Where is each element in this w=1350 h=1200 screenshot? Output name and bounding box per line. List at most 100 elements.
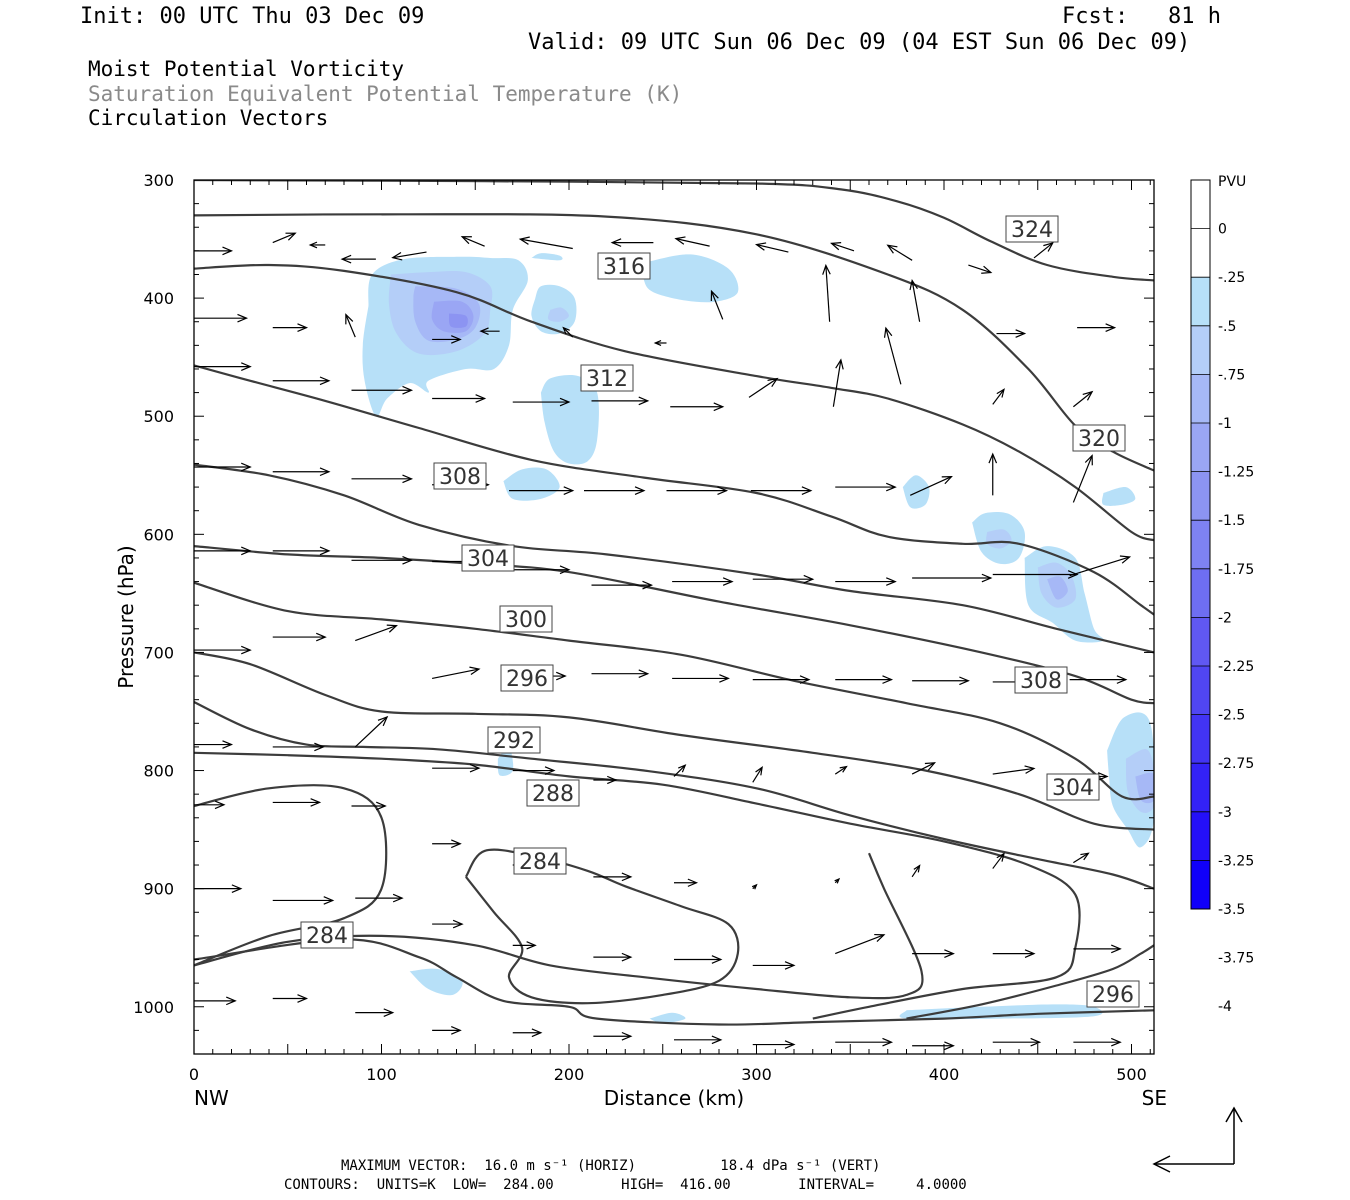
y-tick-label: 700 — [143, 643, 174, 662]
circulation-vector — [432, 839, 462, 849]
colorbar-title: PVU — [1218, 174, 1246, 190]
circulation-vector — [835, 577, 897, 586]
contour-label-text: 288 — [532, 782, 574, 807]
theta-es-contour — [194, 938, 1154, 1026]
circulation-vector — [460, 236, 485, 247]
colorbar-label: -2.5 — [1218, 708, 1245, 724]
circulation-vector — [194, 313, 249, 323]
circulation-vector-layer — [194, 232, 1132, 1051]
circulation-vector — [272, 376, 331, 386]
contour-label: 304 — [461, 544, 515, 572]
contour-label: 284 — [513, 847, 567, 875]
colorbar-box — [1191, 325, 1210, 375]
circulation-vector — [512, 397, 571, 407]
circulation-vector — [432, 394, 487, 403]
circulation-vector — [340, 254, 376, 264]
circulation-vector — [1072, 454, 1093, 503]
colorbar-label: -2.25 — [1218, 659, 1254, 675]
theta-es-contour — [194, 784, 388, 967]
theta-es-contour — [194, 545, 1154, 705]
colorbar-box — [1191, 277, 1210, 327]
contour-label-text: 304 — [467, 547, 509, 572]
colorbar-label: -3 — [1218, 805, 1232, 821]
contour-label: 300 — [499, 605, 553, 633]
contour-label-text: 296 — [506, 667, 548, 692]
pv-region — [899, 1004, 1103, 1020]
colorbar-box — [1191, 763, 1210, 813]
contour-label: 288 — [526, 779, 580, 807]
pv-region — [503, 467, 560, 501]
circulation-vector — [886, 244, 913, 261]
valid-time: Valid: 09 UTC Sun 06 Dec 09 (04 EST Sun … — [528, 30, 1191, 55]
contour-label-text: 308 — [439, 465, 481, 490]
circulation-vector — [968, 264, 993, 274]
colorbar-box — [1191, 180, 1210, 230]
y-tick-label: 300 — [143, 171, 174, 190]
circulation-vector — [912, 676, 970, 686]
theta-es-contour — [194, 701, 1154, 890]
circulation-vector — [509, 565, 571, 575]
theta-es-contour — [906, 944, 1154, 1020]
pv-region — [986, 529, 1012, 549]
contour-label-text: 300 — [505, 608, 547, 633]
colorbar-label: -1.75 — [1218, 562, 1254, 578]
colorbar-box — [1191, 568, 1210, 618]
y-tick-label: 1000 — [133, 998, 174, 1017]
theta-es-contour — [194, 364, 1154, 616]
circulation-vector — [512, 766, 556, 775]
contour-label-text: 308 — [1020, 669, 1062, 694]
reference-vector-legend — [1152, 1106, 1243, 1173]
circulation-vector — [355, 624, 398, 642]
colorbar-box — [1191, 714, 1210, 764]
colorbar-label: -1.5 — [1218, 513, 1245, 529]
x-end-label-se: SE — [1142, 1086, 1167, 1110]
reference-arrowhead — [1152, 1155, 1171, 1173]
circulation-vector — [272, 742, 325, 752]
circulation-vector — [432, 335, 462, 344]
circulation-vector — [194, 740, 234, 749]
colorbar-label: -3.75 — [1218, 951, 1254, 967]
circulation-vector — [272, 798, 322, 807]
circulation-vector — [1069, 555, 1132, 577]
circulation-vector — [1073, 390, 1094, 408]
circulation-vector — [562, 326, 574, 338]
colorbar-label: -.5 — [1218, 319, 1236, 335]
circulation-vector — [432, 666, 481, 680]
circulation-vector — [593, 1031, 633, 1041]
colorbar-label: 0 — [1218, 222, 1227, 238]
circulation-vector — [194, 462, 252, 472]
contour-label-text: 292 — [493, 729, 535, 754]
contour-label: 324 — [1005, 215, 1059, 243]
circulation-vector — [272, 467, 331, 477]
forecast-hour: Fcst: 81 h — [1062, 4, 1221, 29]
pv-region — [547, 307, 570, 322]
circulation-vector — [912, 573, 993, 583]
pv-region — [643, 254, 739, 303]
init-time: Init: 00 UTC Thu 03 Dec 09 — [80, 4, 425, 29]
circulation-vector — [1073, 944, 1122, 954]
theta-es-contour — [464, 848, 740, 1005]
circulation-vector — [194, 546, 252, 556]
circulation-vector — [834, 877, 841, 884]
contour-label: 320 — [1072, 424, 1126, 452]
circulation-vector — [272, 546, 331, 556]
contour-label-text: 320 — [1078, 427, 1120, 452]
contour-label-text: 284 — [306, 924, 348, 949]
circulation-vector — [674, 878, 699, 887]
pv-region — [1102, 486, 1136, 506]
circulation-vector — [673, 764, 687, 777]
circulation-vector — [752, 1040, 796, 1049]
contour-label-text: 324 — [1011, 218, 1053, 243]
contour-label-text: 304 — [1052, 776, 1094, 801]
circulation-vector — [1077, 323, 1117, 332]
max-vector-note: MAXIMUM VECTOR: 16.0 m s⁻¹ (HORIZ) 18.4 … — [341, 1158, 881, 1174]
colorbar-label: -1 — [1218, 416, 1232, 432]
x-tick-label: 400 — [929, 1065, 960, 1084]
colorbar-box — [1191, 423, 1210, 473]
contour-label: 308 — [1014, 666, 1068, 694]
pv-region — [1047, 576, 1068, 600]
pv-shading-layer — [362, 253, 1154, 1024]
x-tick-label: 0 — [189, 1065, 199, 1084]
circulation-vector — [674, 236, 710, 247]
colorbar-label: -3.25 — [1218, 853, 1254, 869]
